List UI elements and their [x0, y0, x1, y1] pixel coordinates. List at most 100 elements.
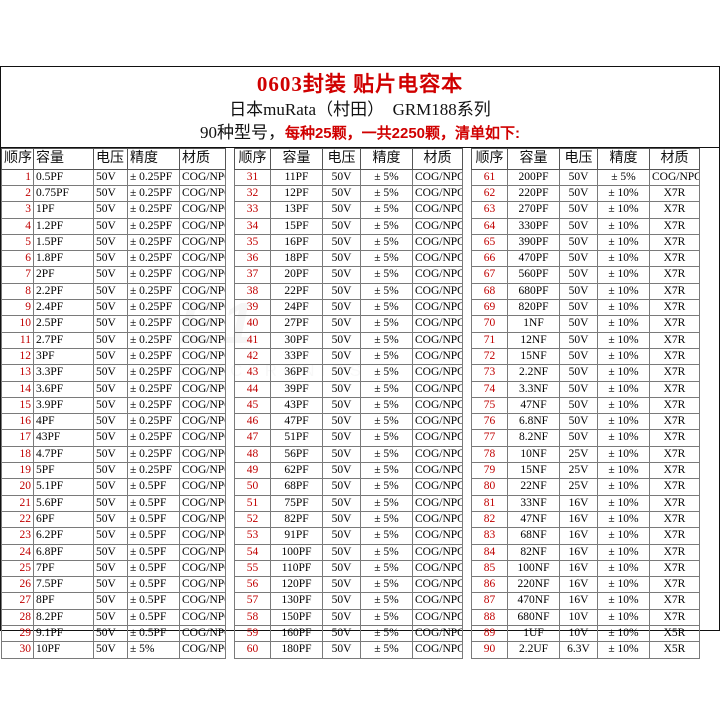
cell-capacity: 2.7PF [33, 331, 94, 349]
cell-material: COG/NPO [412, 217, 463, 235]
cell-voltage: 50V [559, 429, 598, 447]
cell-tolerance: ± 5% [360, 282, 413, 301]
table-row: 71 12NF 50V ± 10% X7R [471, 331, 700, 349]
cell-index: 63 [471, 201, 508, 219]
cell-capacity: 10PF [33, 641, 94, 659]
cell-capacity: 12PF [270, 184, 323, 203]
cell-index: 34 [234, 217, 271, 235]
cell-tolerance: ± 0.5PF [127, 608, 180, 627]
col-header-index: 顺序 [1, 147, 34, 170]
cell-capacity: 3.3NF [507, 380, 560, 398]
table-row: 78 10NF 25V ± 10% X7R [471, 445, 700, 464]
cell-material: COG/NPO [412, 347, 463, 366]
cell-voltage: 50V [322, 413, 361, 431]
quantity-note: 90种型号，每种25颗，一共2250颗，清单如下: [1, 122, 719, 145]
table-row: 60 180PF 50V ± 5% COG/NPO [234, 641, 463, 659]
cell-material: COG/NPO [412, 510, 463, 529]
cell-index: 78 [471, 445, 508, 464]
cell-material: COG/NPO [179, 510, 226, 529]
cell-capacity: 120PF [270, 576, 323, 594]
cell-tolerance: ± 0.25PF [127, 282, 180, 301]
cell-tolerance: ± 10% [597, 543, 650, 561]
cell-material: X7R [649, 331, 700, 349]
cell-index: 35 [234, 233, 271, 252]
table-row: 75 47NF 50V ± 10% X7R [471, 396, 700, 415]
cell-voltage: 50V [322, 282, 361, 301]
cell-index: 46 [234, 413, 271, 431]
cell-tolerance: ± 0.5PF [127, 576, 180, 594]
cell-index: 64 [471, 217, 508, 235]
cell-capacity: 2.2PF [33, 282, 94, 301]
cell-tolerance: ± 0.25PF [127, 250, 180, 268]
table-row: 39 24PF 50V ± 5% COG/NPO [234, 299, 463, 317]
cell-voltage: 50V [322, 559, 361, 578]
cell-index: 39 [234, 299, 271, 317]
cell-voltage: 50V [322, 250, 361, 268]
cell-capacity: 160PF [270, 624, 323, 643]
cell-capacity: 5.6PF [33, 494, 94, 512]
cell-material: COG/NPO [179, 462, 226, 480]
cell-index: 40 [234, 315, 271, 333]
cell-index: 47 [234, 429, 271, 447]
cell-tolerance: ± 5% [360, 233, 413, 252]
table-row: 56 120PF 50V ± 5% COG/NPO [234, 576, 463, 594]
cell-index: 80 [471, 478, 508, 496]
table-body-right: 61 200PF 50V ± 5% COG/NPO 62 220PF 50V ± 10% X7R 6… [471, 168, 700, 659]
cell-index: 49 [234, 462, 271, 480]
cell-voltage: 50V [322, 201, 361, 219]
table-header-row: 顺序 容量 电压 精度 材质 [471, 147, 700, 170]
cell-capacity: 3PF [33, 347, 94, 366]
cell-material: X7R [649, 380, 700, 398]
cell-index: 29 [1, 624, 34, 643]
cell-voltage: 50V [559, 233, 598, 252]
cell-voltage: 50V [322, 266, 361, 284]
cell-voltage: 50V [559, 299, 598, 317]
cell-capacity: 560PF [507, 266, 560, 284]
cell-material: COG/NPO [412, 282, 463, 301]
cell-voltage: 50V [322, 429, 361, 447]
cell-index: 26 [1, 576, 34, 594]
cell-capacity: 68PF [270, 478, 323, 496]
cell-material: COG/NPO [412, 559, 463, 578]
cell-tolerance: ± 10% [597, 429, 650, 447]
cell-tolerance: ± 0.25PF [127, 396, 180, 415]
cell-tolerance: ± 10% [597, 576, 650, 594]
cell-tolerance: ± 10% [597, 445, 650, 464]
cell-tolerance: ± 5% [360, 592, 413, 610]
cell-capacity: 9.1PF [33, 624, 94, 643]
cell-index: 48 [234, 445, 271, 464]
cell-voltage: 50V [322, 510, 361, 529]
cell-voltage: 16V [559, 592, 598, 610]
cell-voltage: 6.3V [559, 641, 598, 659]
cell-capacity: 4PF [33, 413, 94, 431]
cell-capacity: 2.4PF [33, 299, 94, 317]
cell-tolerance: ± 5% [360, 543, 413, 561]
cell-capacity: 47PF [270, 413, 323, 431]
cell-index: 32 [234, 184, 271, 203]
cell-voltage: 50V [93, 641, 128, 659]
table-row: 54 100PF 50V ± 5% COG/NPO [234, 543, 463, 561]
cell-index: 53 [234, 527, 271, 545]
cell-tolerance: ± 0.25PF [127, 462, 180, 480]
cell-material: X7R [649, 315, 700, 333]
cell-index: 27 [1, 592, 34, 610]
cell-tolerance: ± 10% [597, 396, 650, 415]
table-row: 85 100NF 16V ± 10% X7R [471, 559, 700, 578]
cell-index: 58 [234, 608, 271, 627]
cell-index: 24 [1, 543, 34, 561]
cell-tolerance: ± 5% [360, 413, 413, 431]
cell-material: COG/NPO [412, 429, 463, 447]
cell-tolerance: ± 0.25PF [127, 413, 180, 431]
cell-tolerance: ± 5% [360, 559, 413, 578]
cell-voltage: 50V [559, 347, 598, 366]
cell-material: COG/NPO [412, 266, 463, 284]
cell-capacity: 2PF [33, 266, 94, 284]
cell-capacity: 100NF [507, 559, 560, 578]
table-divider-1 [226, 148, 234, 630]
